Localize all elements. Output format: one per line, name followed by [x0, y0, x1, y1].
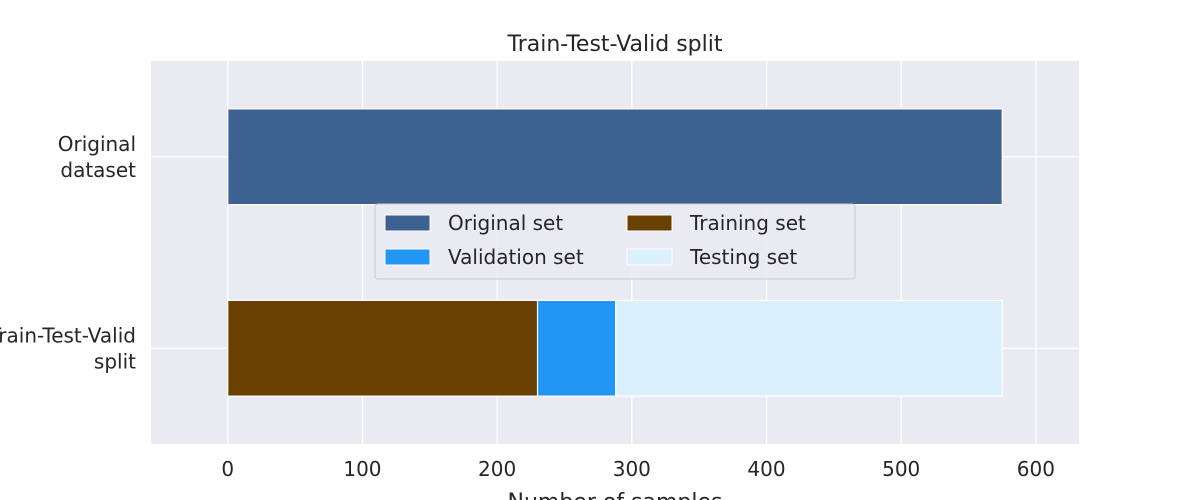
legend-swatch — [384, 248, 431, 266]
x-axis-ticks: 0 100 200 300 400 500 600 — [221, 457, 1055, 481]
bar-original-set — [227, 108, 1003, 206]
chart-title: Train-Test-Valid split — [507, 32, 723, 57]
legend-swatch — [626, 248, 673, 266]
x-tick-label: 400 — [747, 457, 785, 481]
x-axis-label: Number of samples — [507, 490, 722, 500]
y-tick-label: Original dataset — [58, 132, 136, 182]
legend-entry: Validation set — [448, 245, 584, 269]
bar-testing-set — [615, 299, 1003, 397]
y-axis-ticks: Original dataset Train-Test-Valid split — [0, 132, 136, 374]
x-tick-label: 0 — [221, 457, 234, 481]
x-tick-label: 500 — [882, 457, 920, 481]
x-tick-label: 300 — [613, 457, 651, 481]
legend-swatch — [626, 214, 673, 232]
legend-entry: Original set — [448, 211, 563, 235]
x-tick-label: 100 — [343, 457, 381, 481]
legend: Original set Validation set Training set Te… — [374, 203, 856, 280]
legend-entry: Training set — [689, 211, 806, 235]
legend-entry: Testing set — [689, 245, 797, 269]
bars — [227, 108, 1003, 397]
legend-box — [374, 203, 856, 280]
legend-swatch — [384, 214, 431, 232]
x-tick-label: 200 — [478, 457, 516, 481]
bar-training-set — [227, 299, 539, 397]
x-tick-label: 600 — [1017, 457, 1055, 481]
y-tick-label: Train-Test-Valid split — [0, 323, 136, 373]
bar-validation-set — [536, 299, 617, 397]
